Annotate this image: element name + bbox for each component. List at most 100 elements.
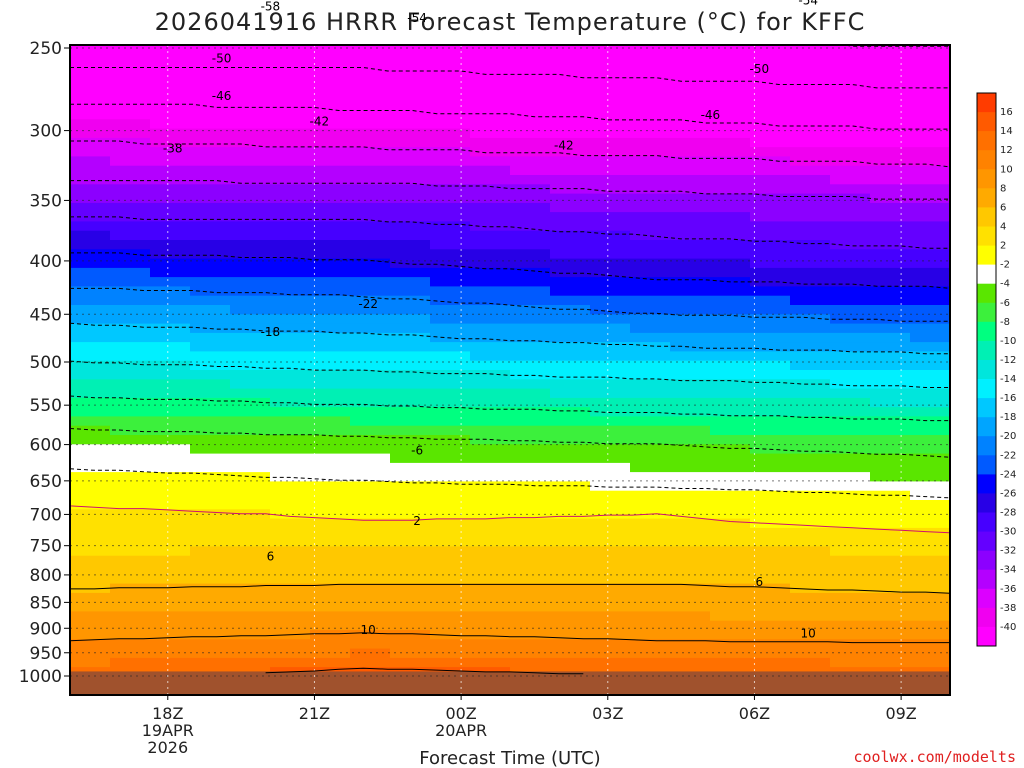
field-cell [390, 193, 431, 204]
field-cell [630, 407, 671, 417]
field-cell [150, 54, 191, 65]
field-cell [150, 397, 191, 408]
field-cell [710, 212, 751, 222]
field-cell [310, 351, 351, 362]
field-cell [590, 425, 631, 436]
field-cell [510, 379, 551, 390]
field-cell [470, 332, 511, 343]
field-cell [830, 165, 871, 176]
field-cell [310, 165, 351, 176]
field-cell [350, 360, 391, 371]
field-cell [390, 54, 431, 65]
field-cell [790, 128, 831, 139]
field-cell [750, 472, 791, 482]
field-cell [630, 490, 671, 501]
field-cell [710, 332, 751, 343]
x-tick-label: 20APR [435, 721, 487, 740]
field-cell [150, 416, 191, 427]
field-cell [310, 657, 351, 668]
field-cell [830, 323, 871, 334]
field-cell [870, 323, 911, 334]
field-cell [270, 509, 311, 520]
contour-label: -54 [407, 11, 427, 25]
field-cell [270, 425, 311, 436]
field-cell [710, 435, 751, 445]
y-tick-label: 350 [30, 191, 62, 211]
field-cell [710, 128, 751, 139]
field-cell [230, 472, 271, 482]
field-cell [470, 137, 511, 148]
field-cell [150, 202, 191, 213]
field-cell [270, 500, 311, 510]
field-cell [150, 258, 191, 269]
field-cell [670, 332, 711, 343]
field-cell [390, 72, 431, 83]
field-cell [710, 611, 751, 622]
field-cell [710, 165, 751, 176]
field-cell [830, 435, 871, 445]
field-cell [590, 305, 631, 315]
field-cell [590, 314, 631, 325]
field-cell [270, 611, 311, 622]
field-cell [70, 147, 111, 157]
field-cell [750, 110, 791, 120]
field-cell [150, 230, 191, 241]
x-tick-label: 09Z [885, 704, 916, 723]
field-cell [590, 416, 631, 427]
field-cell [910, 444, 950, 455]
field-cell [750, 397, 791, 408]
field-cell [110, 249, 151, 260]
field-cell [390, 370, 431, 380]
field-cell [470, 128, 511, 139]
field-cell [550, 286, 591, 297]
field-cell [230, 45, 271, 55]
field-cell [110, 555, 151, 566]
field-cell [190, 611, 231, 622]
field-cell [750, 602, 791, 612]
contour-label: -6 [411, 444, 423, 458]
field-cell [550, 147, 591, 157]
field-cell [870, 147, 911, 157]
field-cell [310, 323, 351, 334]
field-cell [790, 100, 831, 111]
field-cell [310, 574, 351, 585]
field-cell [590, 527, 631, 538]
field-cell [750, 500, 791, 510]
field-cell [630, 481, 671, 492]
field-cell [310, 305, 351, 315]
field-cell [310, 82, 351, 92]
field-cell [190, 342, 231, 352]
field-cell [430, 500, 471, 510]
field-cell [150, 100, 191, 111]
field-cell [470, 323, 511, 334]
field-cell [190, 630, 231, 640]
field-cell [310, 565, 351, 575]
field-cell [230, 249, 271, 260]
field-cell [870, 221, 911, 232]
field-cell [110, 72, 151, 83]
field-cell [910, 323, 950, 334]
field-cell [270, 45, 311, 55]
field-cell [470, 639, 511, 650]
field-cell [550, 100, 591, 111]
field-cell [710, 583, 751, 594]
field-cell [790, 611, 831, 622]
field-cell [550, 110, 591, 120]
field-cell [670, 63, 711, 74]
field-cell [550, 221, 591, 232]
field-cell [350, 332, 391, 343]
field-cell [830, 147, 871, 157]
field-cell [310, 509, 351, 520]
y-tick-label: 900 [30, 619, 62, 639]
field-cell [230, 397, 271, 408]
field-cell [230, 444, 271, 455]
field-cell [270, 592, 311, 603]
field-cell [790, 165, 831, 176]
field-cell [630, 277, 671, 287]
field-cell [390, 249, 431, 260]
field-cell [870, 277, 911, 287]
field-cell [110, 500, 151, 510]
field-cell [750, 82, 791, 92]
field-cell [470, 565, 511, 575]
field-cell [510, 472, 551, 482]
